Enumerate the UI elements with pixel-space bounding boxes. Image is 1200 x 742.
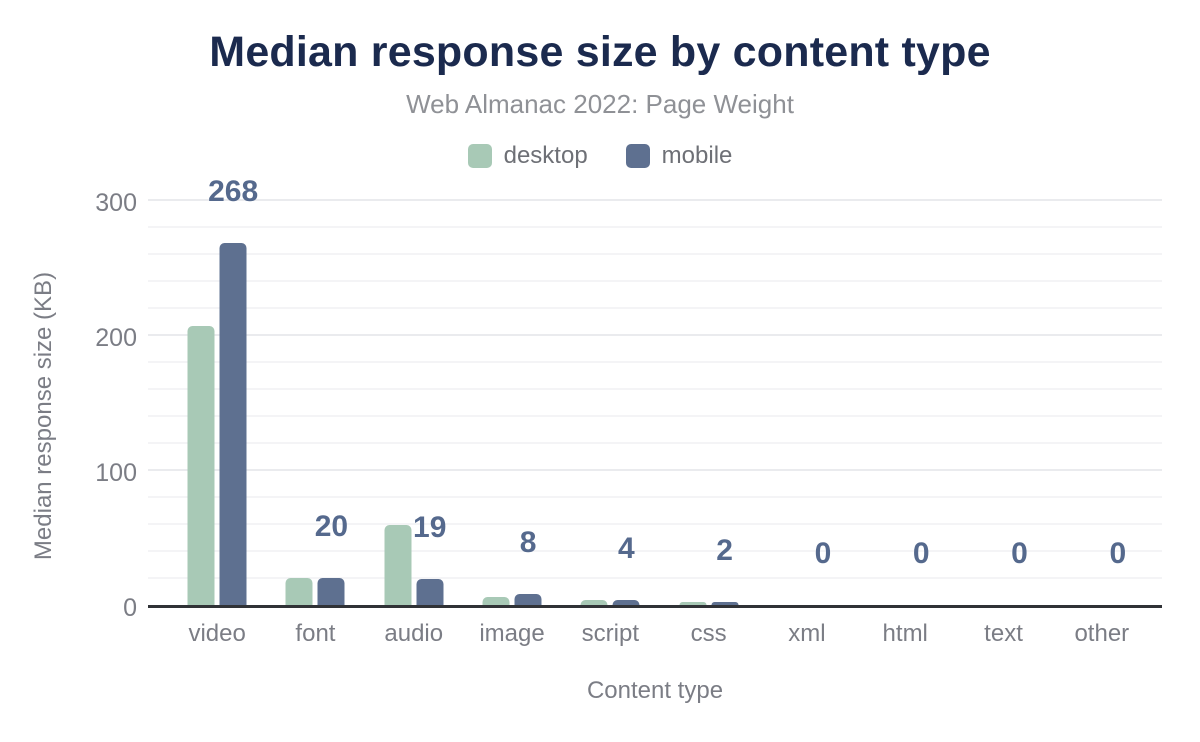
- data-label-text: 0: [1011, 537, 1028, 570]
- category-other: 0 other: [1053, 181, 1151, 647]
- bar-desktop-script: [580, 599, 608, 605]
- x-tick-audio: audio: [384, 620, 444, 647]
- gridline-220: [148, 307, 1162, 309]
- category-text: 0 text: [954, 181, 1052, 647]
- legend-item-desktop: desktop: [467, 142, 588, 170]
- y-tick-100: 100: [95, 459, 137, 487]
- gridline-100: [148, 469, 1162, 471]
- gridline-260: [148, 253, 1162, 255]
- bar-mobile-css: [711, 602, 739, 605]
- category-video: 268 video: [168, 175, 266, 647]
- gridline-200: [148, 334, 1162, 336]
- chart-title: Median response size by content type: [209, 28, 991, 76]
- gridline-280: [148, 226, 1162, 228]
- bar-group-image: [482, 594, 542, 605]
- bar-cells: 268 video 20 font 19 audio 8 image 4 script 2 css 0 x…: [148, 175, 1162, 647]
- bar-desktop-font: [285, 578, 313, 605]
- gridline-180: [148, 361, 1162, 363]
- gridline-160: [148, 388, 1162, 390]
- bar-mobile-video: [219, 243, 247, 605]
- legend-item-mobile: mobile: [625, 142, 733, 170]
- legend-swatch-mobile: [625, 144, 650, 168]
- data-label-audio: 19: [413, 511, 447, 545]
- x-tick-font: font: [295, 620, 336, 647]
- bar-group-video: [187, 243, 247, 605]
- plot-area: 268 video 20 font 19 audio 8 image 4 script 2 css 0 x…: [148, 175, 1162, 647]
- x-axis-title: Content type: [586, 677, 724, 704]
- x-tick-xml: xml: [788, 620, 826, 647]
- x-tick-html: html: [882, 620, 928, 647]
- legend: desktop mobile: [0, 142, 1200, 170]
- gridline-40: [148, 550, 1162, 552]
- gridline-20: [148, 577, 1162, 579]
- category-xml: 0 xml: [758, 181, 856, 647]
- y-tick-200: 200: [95, 324, 137, 352]
- chart-subtitle: Web Almanac 2022: Page Weight: [406, 89, 794, 119]
- bar-mobile-image: [514, 594, 542, 605]
- legend-label-desktop: desktop: [503, 142, 588, 169]
- category-script: 4 script: [561, 181, 659, 647]
- category-image: 8 image: [463, 181, 561, 647]
- bar-desktop-css: [679, 602, 707, 605]
- data-label-video: 268: [208, 175, 259, 209]
- x-tick-video: video: [188, 620, 246, 647]
- bar-group-css: [679, 602, 739, 605]
- data-label-xml: 0: [814, 537, 832, 570]
- bar-group-audio: [384, 525, 444, 605]
- bar-mobile-audio: [416, 579, 444, 605]
- x-tick-script: script: [581, 620, 639, 647]
- bar-desktop-video: [187, 325, 215, 605]
- bar-group-script: [580, 599, 640, 605]
- data-label-other: 0: [1109, 537, 1127, 570]
- gridline-120: [148, 442, 1162, 444]
- y-tick-300: 300: [95, 189, 137, 217]
- gridline-140: [148, 415, 1162, 417]
- category-audio: 19 audio: [365, 181, 463, 647]
- data-label-html: 0: [912, 537, 930, 570]
- data-label-script: 4: [617, 531, 635, 565]
- x-tick-css: css: [690, 620, 727, 647]
- legend-swatch-desktop: [467, 144, 492, 168]
- data-label-font: 20: [314, 510, 349, 543]
- x-tick-text: text: [984, 620, 1023, 647]
- gridline-300: [148, 199, 1162, 201]
- category-font: 20 font: [266, 181, 364, 647]
- data-label-css: 2: [716, 534, 733, 568]
- category-css: 2 css: [659, 181, 757, 647]
- data-label-image: 8: [519, 526, 537, 560]
- bar-mobile-script: [612, 599, 640, 605]
- gridline-80: [148, 496, 1162, 498]
- bar-desktop-image: [482, 596, 510, 605]
- category-html: 0 html: [856, 181, 954, 647]
- x-tick-other: other: [1074, 620, 1130, 647]
- bar-group-font: [285, 578, 345, 605]
- bar-mobile-font: [317, 578, 345, 605]
- gridline-240: [148, 280, 1162, 282]
- x-tick-image: image: [479, 620, 545, 647]
- gridline-60: [148, 523, 1162, 525]
- bar-desktop-audio: [384, 525, 412, 605]
- y-tick-0: 0: [123, 594, 137, 622]
- legend-label-mobile: mobile: [661, 142, 733, 169]
- y-axis-ticks: 0 100 200 300: [0, 0, 137, 742]
